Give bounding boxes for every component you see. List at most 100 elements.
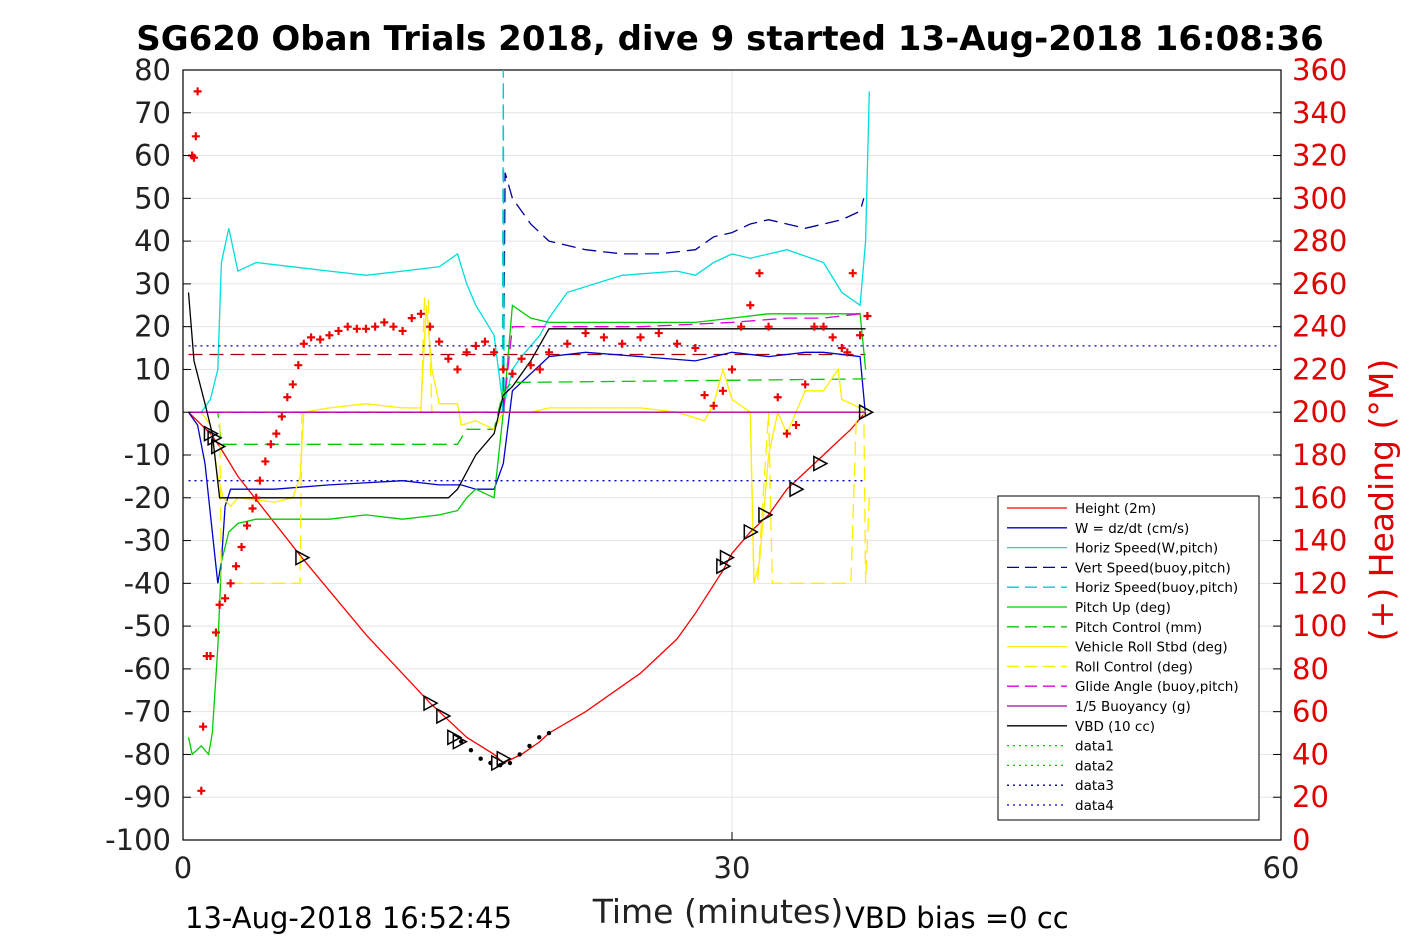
y2-tick-label: 80 xyxy=(1292,652,1329,686)
heading-marker xyxy=(237,542,246,551)
legend-label: data1 xyxy=(1075,739,1114,755)
heading-marker xyxy=(453,365,462,374)
depth-dot-marker xyxy=(517,752,522,757)
heading-marker xyxy=(545,348,553,357)
heading-marker xyxy=(283,393,292,402)
heading-marker xyxy=(272,429,281,438)
footer-timestamp: 13-Aug-2018 16:52:45 xyxy=(185,901,512,935)
triangle-marker xyxy=(295,549,311,566)
heading-marker xyxy=(307,333,316,342)
triangle-marker xyxy=(436,707,452,725)
heading-marker xyxy=(819,322,828,331)
heading-marker xyxy=(728,365,736,374)
heading-marker xyxy=(471,341,480,350)
y-tick-label: -90 xyxy=(124,780,171,814)
triangle-marker xyxy=(719,549,736,566)
y-tick-label: -100 xyxy=(105,823,171,857)
depth-dot-marker xyxy=(546,730,552,736)
y2-tick-label: 20 xyxy=(1292,780,1329,814)
triangle-marker xyxy=(758,506,774,524)
y2-tick-label: 340 xyxy=(1292,96,1347,130)
y-tick-label: -10 xyxy=(124,438,171,472)
heading-marker xyxy=(618,339,627,348)
heading-marker xyxy=(755,269,764,278)
legend-box xyxy=(997,495,1260,821)
heading-marker xyxy=(718,386,727,395)
y2-tick-label: 160 xyxy=(1292,481,1347,515)
legend-label: 1/5 Buoyancy (g) xyxy=(1075,699,1191,715)
y-tick-label: -40 xyxy=(124,566,171,600)
y2-tick-label: 180 xyxy=(1292,438,1347,472)
heading-marker xyxy=(636,333,645,342)
heading-marker xyxy=(801,380,810,389)
heading-marker xyxy=(737,322,746,331)
x-tick-label: 30 xyxy=(714,851,751,885)
heading-marker xyxy=(294,361,303,370)
x-tick-label: 60 xyxy=(1263,851,1300,885)
y2-tick-label: 300 xyxy=(1292,181,1347,215)
y-tick-label: 0 xyxy=(153,395,171,429)
triangle-marker xyxy=(423,694,439,712)
heading-marker xyxy=(189,153,198,162)
footer-vbd-bias: VBD bias =0 cc xyxy=(845,901,1069,935)
legend-label: Glide Angle (buoy,pitch) xyxy=(1075,679,1239,695)
triangle-marker xyxy=(858,403,875,421)
heading-marker xyxy=(193,87,202,96)
heading-marker xyxy=(773,393,782,402)
heading-marker xyxy=(490,348,499,357)
heading-marker xyxy=(848,269,857,278)
heading-marker xyxy=(252,493,261,502)
legend-label: Horiz Speed(buoy,pitch) xyxy=(1075,580,1238,596)
y2-tick-label: 100 xyxy=(1292,609,1347,643)
heading-marker xyxy=(380,318,389,327)
heading-marker xyxy=(248,504,257,513)
y-tick-label: 20 xyxy=(134,310,171,344)
heading-marker xyxy=(700,391,709,400)
triangle-marker xyxy=(496,750,512,767)
heading-marker xyxy=(299,339,308,348)
series-line-5 xyxy=(187,304,867,756)
heading-marker xyxy=(232,562,241,571)
depth-dot-marker xyxy=(527,743,532,749)
legend-label: Height (2m) xyxy=(1075,501,1156,517)
triangle-marker xyxy=(743,523,759,541)
y2-tick-label: 260 xyxy=(1292,267,1347,301)
triangle-marker xyxy=(813,455,829,472)
heading-marker xyxy=(499,365,508,374)
axis-ticks: 80706050403020100-10-20-30-40-50-60-70-8… xyxy=(105,53,1347,885)
y2-tick-label: 320 xyxy=(1292,139,1347,173)
triangle-marker xyxy=(452,733,468,750)
heading-marker xyxy=(389,322,398,331)
heading-marker xyxy=(782,429,791,438)
heading-marker xyxy=(508,369,517,378)
series-line-0 xyxy=(188,411,867,764)
y2-tick-label: 240 xyxy=(1292,310,1347,344)
heading-marker xyxy=(673,339,682,348)
heading-marker xyxy=(266,440,275,449)
chart-title: SG620 Oban Trials 2018, dive 9 started 1… xyxy=(136,19,1324,59)
heading-marker xyxy=(563,339,572,348)
heading-marker xyxy=(206,652,215,661)
heading-marker xyxy=(828,333,837,342)
triangle-marker xyxy=(211,438,227,455)
heading-marker xyxy=(261,457,270,466)
right-y-axis-label: (+) Heading (°M) xyxy=(1362,359,1401,641)
heading-marker xyxy=(444,354,453,363)
heading-marker xyxy=(856,331,865,340)
depth-dot-marker xyxy=(537,735,542,740)
y-tick-label: -70 xyxy=(124,695,171,729)
series-line-11 xyxy=(187,292,866,499)
y2-tick-label: 360 xyxy=(1292,53,1347,87)
heading-marker xyxy=(325,331,334,340)
y-tick-label: 80 xyxy=(134,53,171,87)
series-line-1 xyxy=(187,351,867,584)
heading-marker xyxy=(599,333,608,342)
legend: Height (2m) W = dz/dt (cm/s) Horiz Speed(W… xyxy=(997,495,1260,821)
heading-marker xyxy=(837,344,846,353)
data-markers xyxy=(188,87,875,795)
legend-label: data4 xyxy=(1075,798,1114,814)
heading-marker xyxy=(407,314,416,323)
y-tick-label: -20 xyxy=(124,481,171,515)
legend-label: Vert Speed(buoy,pitch) xyxy=(1075,560,1231,576)
